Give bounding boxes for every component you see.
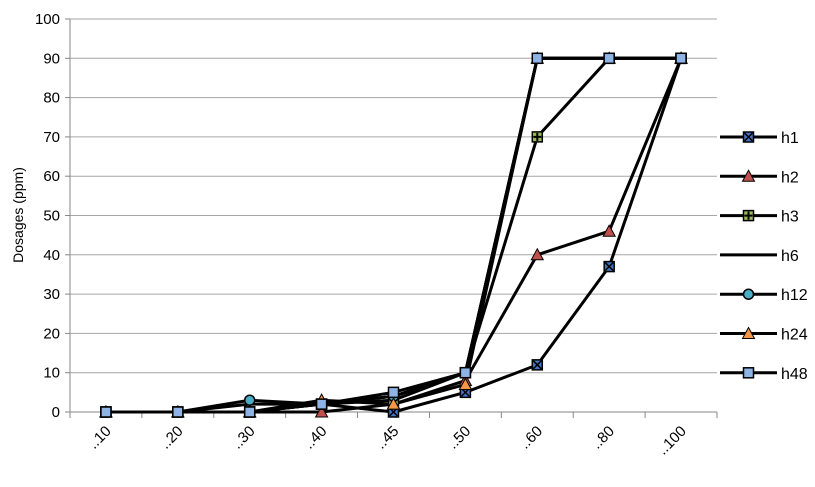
legend-marker-h12 [742, 288, 755, 300]
data-point-h3-plus [533, 132, 542, 141]
series-group [105, 56, 683, 414]
y-tick-label: 100 [35, 11, 60, 28]
data-point-h48 [387, 386, 400, 399]
data-point-h2 [314, 404, 329, 418]
legend-marker-h1-cross [743, 132, 754, 142]
y-tick-label: 20 [43, 325, 60, 342]
legend-marker-h3-plus [744, 211, 753, 220]
legend-marker-h2 [741, 169, 756, 182]
legend-label-h6: h6 [781, 248, 799, 265]
data-point-h48 [243, 406, 256, 418]
legend-label-h12: h12 [781, 287, 808, 304]
legend-label-h24: h24 [781, 327, 808, 344]
legend: h1 h2 h3 h6 h12 h24 h48 [720, 130, 808, 383]
data-point-h48 [100, 406, 112, 418]
x-tick-label: ..40 [301, 423, 331, 453]
data-point-h2 [602, 224, 617, 237]
legend-label-h3: h3 [781, 209, 799, 226]
x-tick-label: ..30 [229, 423, 259, 453]
y-tick-label: 50 [43, 208, 60, 225]
data-point-h48 [459, 366, 472, 379]
data-point-h1-cross [604, 262, 614, 272]
x-tick-label: ..100 [654, 423, 690, 459]
legend-label-h1: h1 [781, 130, 799, 147]
x-tick-label: ..45 [373, 423, 403, 453]
data-point-h24 [458, 377, 473, 390]
x-tick-label: ..50 [444, 423, 474, 453]
data-point-h48 [531, 52, 544, 65]
markers-group [99, 51, 688, 418]
data-point-h48 [172, 406, 184, 418]
data-point-h2 [530, 247, 545, 261]
y-tick-label: 0 [52, 404, 60, 421]
y-tick-label: 40 [43, 247, 60, 264]
data-point-h12 [243, 394, 256, 406]
y-tick-label: 60 [43, 168, 60, 185]
x-tick-label: ..20 [157, 423, 187, 453]
data-point-h1-cross [532, 360, 542, 370]
data-point-h48 [315, 398, 328, 410]
series-line-h2 [105, 57, 683, 414]
data-point-h48 [675, 52, 687, 65]
data-point-h24 [386, 397, 401, 410]
legend-label-h48: h48 [781, 366, 808, 383]
y-axis-title: Dosages (ppm) [10, 167, 26, 263]
legend-marker-h48 [742, 367, 755, 379]
y-tick-label: 30 [43, 286, 60, 303]
data-point-h48 [603, 52, 615, 65]
y-tick-label: 90 [43, 50, 60, 67]
x-tick-label: ..80 [588, 423, 618, 453]
legend-marker-h24 [741, 326, 756, 339]
gridlines [70, 18, 717, 374]
x-tick-label: ..60 [516, 423, 546, 453]
y-tick-label: 10 [43, 365, 60, 382]
legend-label-h2: h2 [781, 169, 799, 186]
y-tick-label: 80 [43, 90, 60, 107]
y-tick-label: 70 [43, 129, 60, 146]
x-tick-label: ..10 [85, 423, 115, 453]
